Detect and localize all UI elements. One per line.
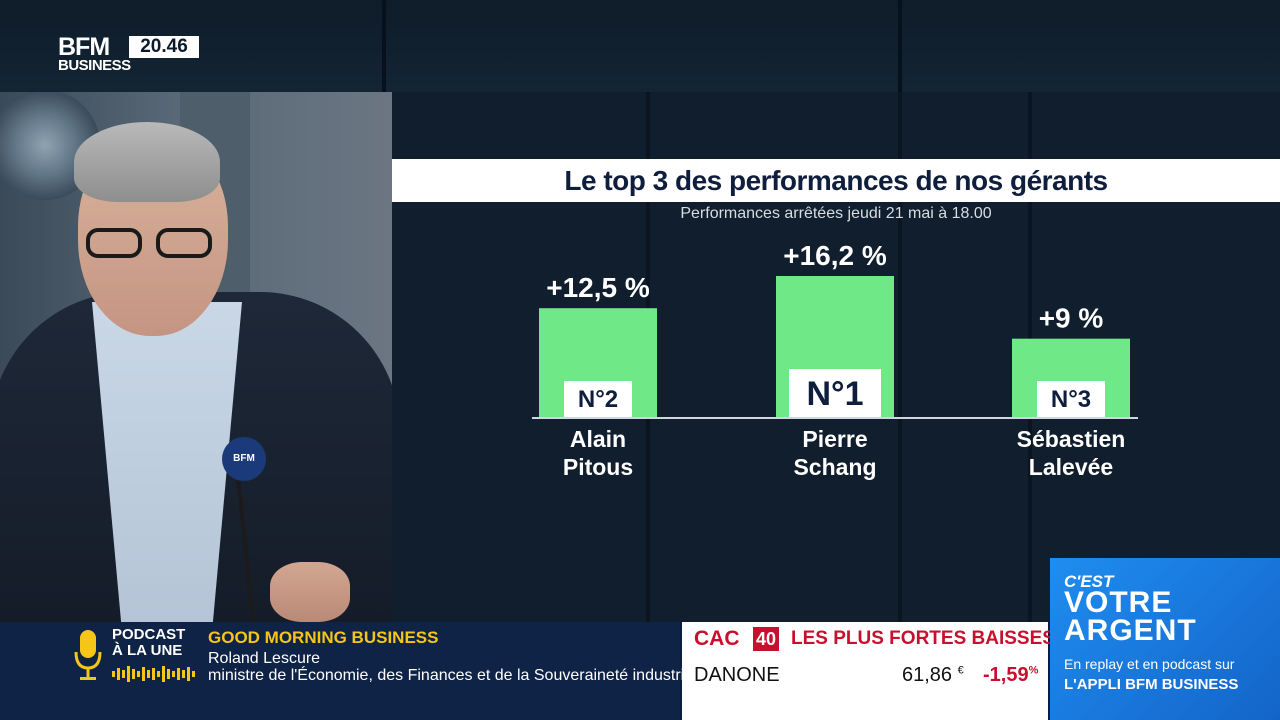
graphic-subtitle: Performances arrêtées jeudi 21 mai à 18.… bbox=[680, 205, 992, 222]
promo-line3: ARGENT bbox=[1064, 614, 1197, 647]
promo-line4: En replay et en podcast sur bbox=[1064, 656, 1235, 672]
presenter-glasses bbox=[86, 228, 220, 262]
promo-box: C'EST VOTRE ARGENT En replay et en podca… bbox=[1050, 558, 1280, 720]
graphic-title: Le top 3 des performances de nos gérants bbox=[564, 165, 1108, 196]
rank-label: N°1 bbox=[806, 375, 863, 413]
presenter-hand bbox=[270, 562, 350, 622]
microphone-icon: BFM bbox=[222, 437, 266, 481]
currency-symbol: € bbox=[957, 664, 964, 677]
top-background bbox=[0, 0, 1280, 92]
category-label: Alain bbox=[570, 426, 626, 452]
percent-symbol: % bbox=[1028, 664, 1039, 677]
stock-name: DANONE bbox=[694, 664, 780, 686]
promo-line2: VOTRE bbox=[1064, 586, 1173, 619]
presenter-hair bbox=[74, 122, 220, 202]
logo-bfm: BFM bbox=[58, 33, 110, 61]
podcast-label-line2: À LA UNE bbox=[112, 642, 183, 659]
category-label: Pierre bbox=[802, 426, 867, 452]
rank-label: N°2 bbox=[578, 386, 618, 413]
rank-label: N°3 bbox=[1051, 386, 1091, 413]
guest-role: ministre de l'Économie, des Finances et … bbox=[208, 667, 710, 684]
rank-box bbox=[564, 381, 632, 417]
value-label: +16,2 % bbox=[783, 240, 887, 271]
panel-seam bbox=[382, 0, 386, 92]
presenter-video: BFM bbox=[0, 92, 392, 622]
stock-price-value: 61,86 bbox=[902, 664, 953, 686]
value-label: +12,5 % bbox=[546, 272, 650, 303]
rank-box bbox=[1037, 381, 1105, 417]
category-label: Lalevée bbox=[1029, 454, 1113, 480]
promo-line1: C'EST bbox=[1064, 572, 1114, 591]
panel-seam bbox=[898, 92, 902, 622]
podcast-microphone-icon bbox=[74, 630, 102, 680]
index-number: 40 bbox=[753, 627, 780, 651]
index-name: CAC bbox=[694, 627, 740, 650]
waveform-icon bbox=[112, 666, 195, 682]
show-name: GOOD MORNING BUSINESS bbox=[208, 628, 439, 647]
logo-business: BUSINESS bbox=[58, 57, 131, 74]
channel-logo: BFM BUSINESS bbox=[58, 33, 131, 74]
podcast-label: PODCAST À LA UNE bbox=[112, 627, 185, 659]
stock-change-value: -1,59 bbox=[983, 664, 1029, 686]
guest-name: Roland Lescure bbox=[208, 650, 321, 667]
market-box bbox=[682, 622, 1048, 720]
clock: 20.46 bbox=[129, 36, 199, 58]
category-label: Schang bbox=[793, 454, 876, 480]
stock-price: 61,86 € bbox=[902, 664, 964, 687]
stock-change: -1,59% bbox=[983, 664, 1038, 687]
value-label: +9 % bbox=[1039, 303, 1104, 334]
market-heading: LES PLUS FORTES BAISSES bbox=[791, 628, 1055, 649]
presenter-shirt bbox=[92, 302, 242, 622]
promo-line5: L'APPLI BFM BUSINESS bbox=[1064, 676, 1239, 693]
category-label: Sébastien bbox=[1017, 426, 1126, 452]
title-bar bbox=[392, 159, 1280, 202]
rank-box bbox=[789, 369, 881, 417]
panel-seam bbox=[898, 0, 902, 92]
category-label: Pitous bbox=[563, 454, 633, 480]
podcast-label-line1: PODCAST bbox=[112, 626, 186, 643]
